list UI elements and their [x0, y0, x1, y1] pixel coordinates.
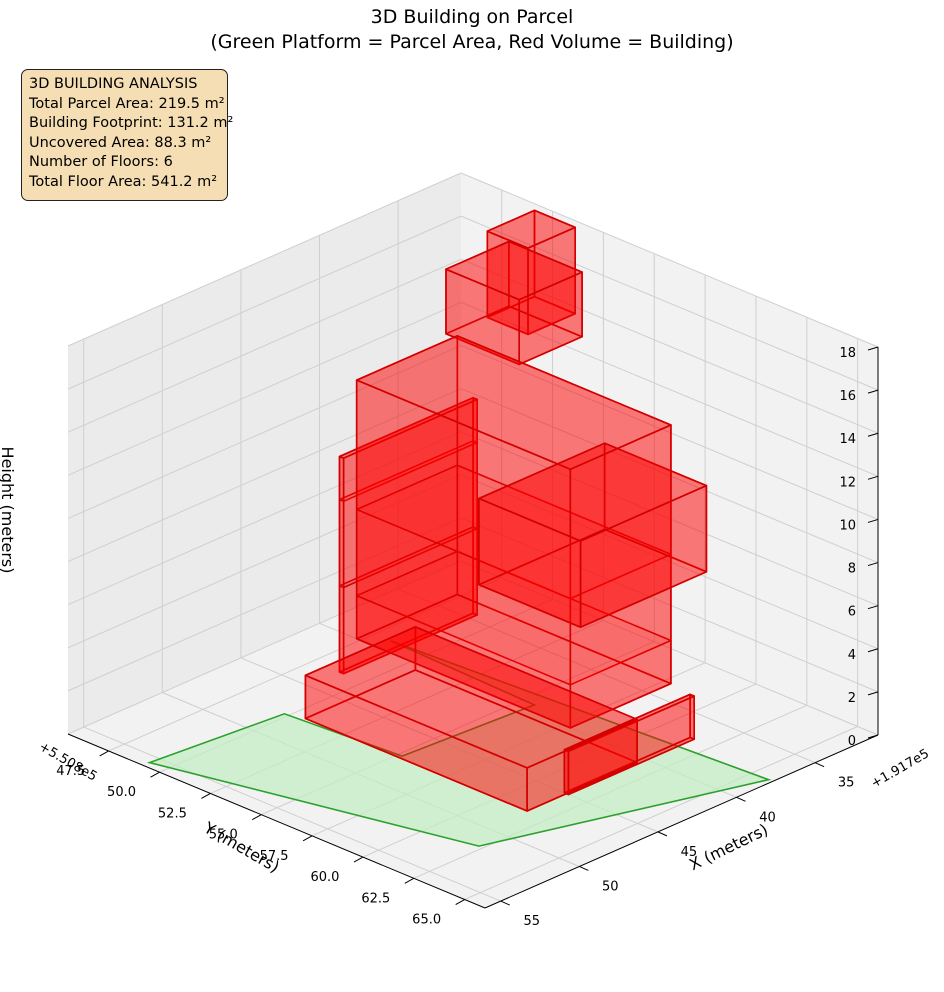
building-side-face: [338, 455, 345, 675]
z-tick-label: 16: [839, 389, 856, 404]
x-tick-label: 40: [759, 810, 776, 825]
z-tick: [867, 432, 879, 437]
y-grid-floor: [464, 726, 858, 900]
y-tick: [150, 771, 160, 778]
info-heading: 3D BUILDING ANALYSIS: [29, 76, 198, 92]
y-tick-label: 47.5: [56, 764, 85, 779]
y-tick-label: 62.5: [361, 891, 390, 906]
z-tick: [867, 605, 879, 610]
z-grid-left: [460, 301, 879, 477]
z-tick: [867, 691, 879, 696]
z-tick-label: 18: [839, 346, 856, 361]
z-tick-label: 10: [839, 518, 856, 533]
z-tick-label: 12: [839, 475, 856, 490]
x-axis-offset-label: +1.917e5: [869, 746, 932, 791]
y-tick-label: 65.0: [412, 913, 441, 928]
y-tick-label: 52.5: [158, 806, 187, 821]
x-grid-floor: [397, 588, 816, 764]
building-analysis-box: 3D BUILDING ANALYSIS Total Parcel Area: …: [21, 69, 234, 201]
z-tick: [867, 346, 879, 351]
z-tick: [867, 734, 879, 739]
z-grid-left: [460, 474, 879, 650]
chart-subtitle: (Green Platform = Parcel Area, Red Volum…: [210, 31, 734, 53]
info-uncovered-area: Uncovered Area: 88.3 m²: [29, 134, 212, 151]
z-grid-left: [460, 388, 879, 564]
info-footprint: Building Footprint: 131.2 m²: [29, 115, 234, 132]
y-grid-floor: [108, 577, 502, 752]
z-grid-right: [67, 301, 462, 476]
z-axis-label: Height (meters): [0, 447, 17, 574]
y-tick-label: 55.0: [209, 828, 238, 843]
z-grid-left: [460, 215, 879, 391]
x-tick: [657, 831, 668, 837]
info-parcel-area: Total Parcel Area: 219.5 m²: [29, 95, 225, 112]
z-grid-right: [67, 172, 462, 347]
info-floors: Number of Floors: 6: [29, 154, 173, 171]
z-tick-label: 8: [848, 562, 856, 577]
z-grid-right: [67, 431, 462, 606]
x-grid-floor: [83, 726, 501, 902]
z-tick: [867, 518, 879, 523]
z-grid-right: [67, 344, 462, 519]
info-total-floor-area: Total Floor Area: 541.2 m²: [29, 173, 218, 190]
z-grid-right: [67, 215, 462, 390]
z-grid-right: [67, 560, 462, 735]
x-tick: [736, 796, 746, 802]
z-grid-left: [460, 344, 879, 520]
x-tick-label: 50: [602, 879, 619, 894]
z-grid-right: [67, 388, 462, 563]
y-tick: [252, 814, 262, 821]
building-side-face: [478, 497, 582, 629]
building-side-face: [569, 424, 672, 729]
x-tick: [500, 900, 510, 906]
z-tick-label: 4: [848, 648, 856, 663]
x-tick: [579, 866, 589, 871]
y-tick: [201, 792, 211, 799]
y-tick-label: 60.0: [310, 870, 339, 885]
building-side-face: [563, 748, 570, 796]
x-axis-label: X (meters): [686, 820, 771, 874]
z-tick-label: 2: [848, 691, 856, 706]
y-tick: [455, 899, 465, 905]
x-tick: [814, 762, 825, 768]
y-tick-label: 50.0: [107, 785, 136, 800]
parcel-layer: [146, 640, 772, 847]
z-tick-label: 0: [848, 734, 856, 749]
z-grid-right: [67, 517, 462, 692]
axis-lines: [67, 346, 879, 909]
x-tick-label: 45: [681, 845, 698, 860]
z-tick: [867, 648, 879, 653]
y-tick: [302, 835, 313, 842]
z-tick: [867, 475, 879, 480]
y-tick: [404, 877, 415, 884]
x-tick-label: 35: [838, 776, 855, 791]
y-tick-label: 57.5: [260, 849, 289, 864]
y-tick: [99, 750, 109, 757]
building-side-face: [526, 718, 638, 812]
z-grid-left: [460, 258, 879, 434]
building-side-face: [445, 268, 521, 366]
z-grid-right: [67, 258, 462, 433]
z-tick-label: 6: [848, 605, 856, 620]
building-layer: [304, 209, 708, 812]
z-tick-label: 14: [839, 432, 856, 447]
z-grid-left: [460, 560, 879, 736]
z-grid-right: [67, 474, 462, 649]
parcel-platform: [146, 640, 772, 847]
z-grid-left: [460, 517, 879, 693]
x-tick-label: 55: [523, 914, 540, 929]
z-tick: [867, 389, 879, 394]
z-tick: [867, 562, 879, 567]
y-tick: [353, 856, 364, 863]
y-axis-label: Y (meters): [200, 818, 283, 877]
tick-labels: 354045505547.550.052.555.057.560.062.565…: [56, 346, 856, 929]
chart-title: 3D Building on Parcel: [370, 6, 574, 28]
building-side-face: [486, 230, 529, 336]
z-grid-left: [460, 172, 879, 348]
y-axis-line: [484, 734, 879, 909]
z-grid-left: [460, 431, 879, 607]
left-pane: [461, 173, 878, 735]
x-axis-line: [67, 733, 486, 909]
